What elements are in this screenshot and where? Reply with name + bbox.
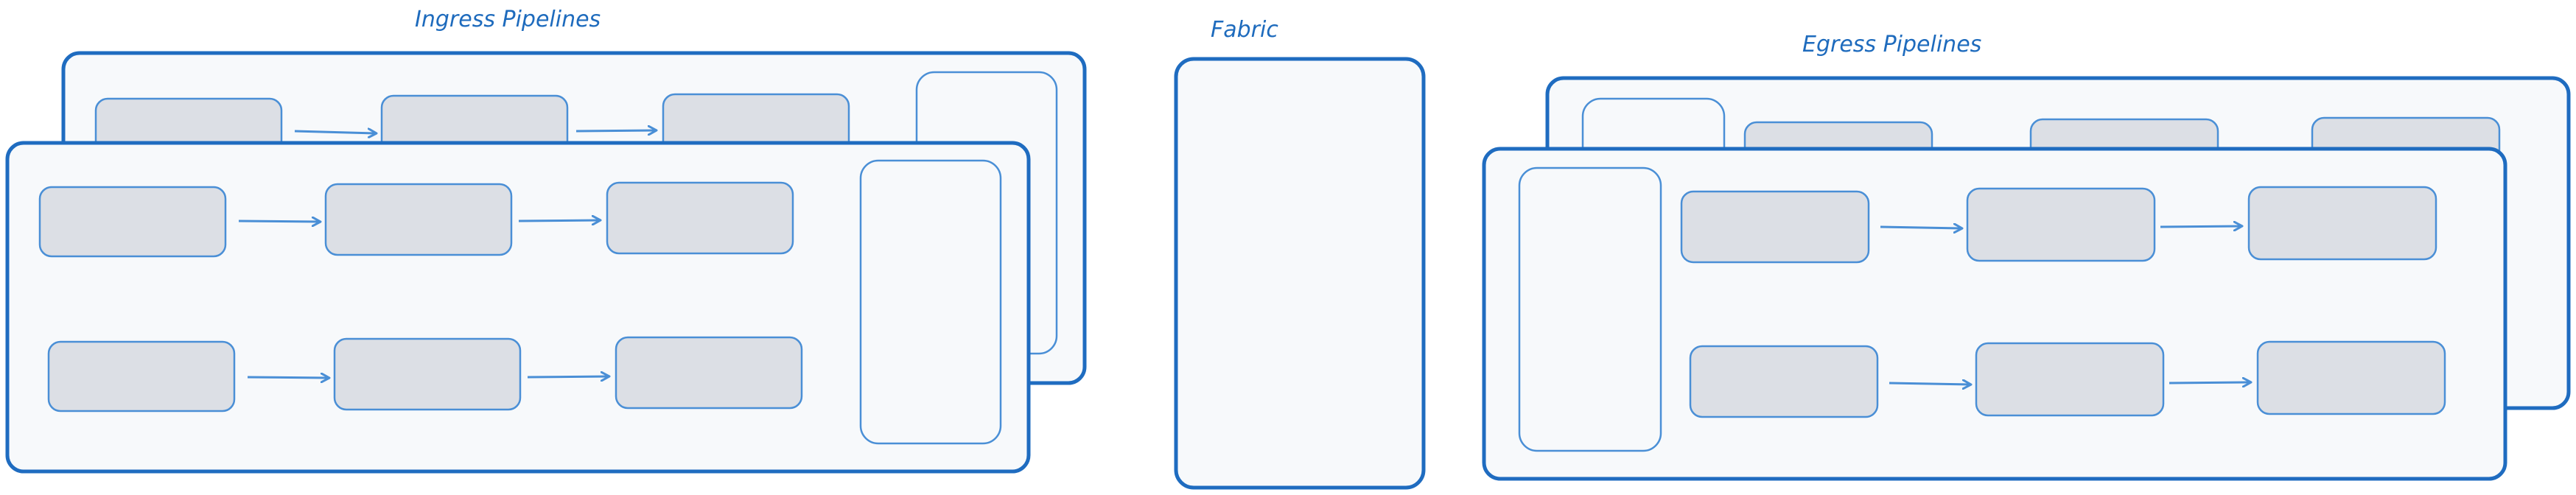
ingress-stage-r1-2 xyxy=(324,183,513,256)
egress-pipelines-label: Egress Pipelines xyxy=(1802,32,1981,57)
ingress-side-block xyxy=(859,159,1002,445)
egress-arrow-r1-1 xyxy=(1880,227,1961,228)
fabric-label: Fabric xyxy=(1211,17,1278,43)
egress-arrow-r1-2 xyxy=(2160,226,2241,227)
ingress-arrow-r1-1 xyxy=(238,221,320,222)
egress-side-block xyxy=(1518,166,1662,452)
egress-stage-r1-1 xyxy=(1680,190,1870,264)
egress-front-frame xyxy=(1482,147,2507,481)
egress-arrow-r2-2 xyxy=(2169,382,2250,383)
fabric-block xyxy=(1174,57,1426,490)
ingress-back-arrow-1 xyxy=(294,131,376,133)
ingress-stage-r1-1 xyxy=(38,186,227,258)
ingress-pipelines-label: Ingress Pipelines xyxy=(415,7,601,32)
egress-arrow-r2-1 xyxy=(1889,383,1970,385)
egress-stage-r2-2 xyxy=(1975,342,2165,417)
egress-stage-r2-1 xyxy=(1689,345,1879,418)
ingress-stage-r2-1 xyxy=(47,340,236,412)
ingress-back-arrow-2 xyxy=(575,130,656,131)
ingress-front-frame xyxy=(5,141,1031,474)
ingress-stage-r2-2 xyxy=(333,337,522,411)
ingress-stage-r1-3 xyxy=(606,181,794,255)
egress-stage-r1-2 xyxy=(1966,187,2156,262)
ingress-arrow-r2-1 xyxy=(247,377,329,378)
ingress-arrow-r1-2 xyxy=(518,220,600,221)
ingress-arrow-r2-2 xyxy=(527,376,609,377)
egress-stage-r1-3 xyxy=(2247,186,2437,261)
egress-stage-r2-3 xyxy=(2256,340,2446,415)
ingress-stage-r2-3 xyxy=(615,336,803,410)
